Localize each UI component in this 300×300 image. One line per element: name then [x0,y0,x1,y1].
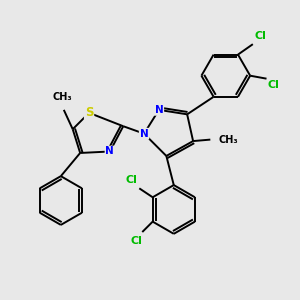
Text: N: N [106,146,114,157]
Text: S: S [85,106,93,119]
Text: N: N [154,105,163,115]
Text: N: N [140,129,148,139]
Text: Cl: Cl [254,31,266,41]
Text: CH₃: CH₃ [52,92,72,102]
Text: CH₃: CH₃ [218,135,238,145]
Text: Cl: Cl [130,236,142,247]
Text: Cl: Cl [126,176,138,185]
Text: Cl: Cl [268,80,280,90]
